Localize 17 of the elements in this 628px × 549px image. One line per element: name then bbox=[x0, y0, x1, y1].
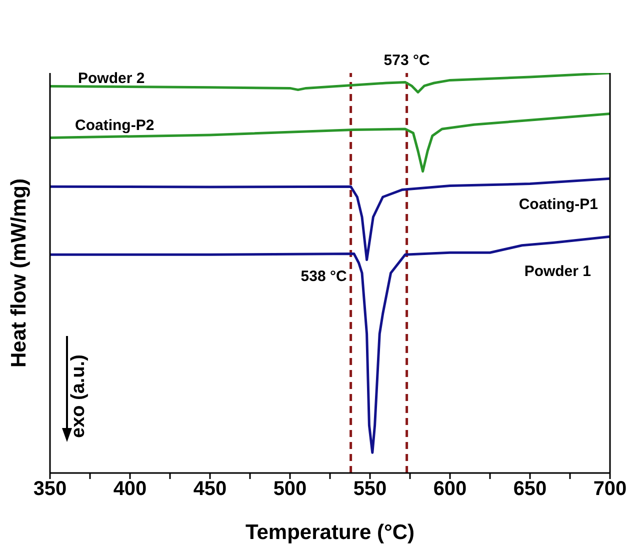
x-tick-label: 600 bbox=[433, 478, 467, 500]
x-tick-label: 350 bbox=[33, 478, 67, 500]
series-label: Coating-P1 bbox=[518, 196, 598, 213]
annotation: exo (a.u.) bbox=[68, 354, 90, 438]
y-axis-title: Heat flow (mW/mg) bbox=[7, 178, 30, 368]
x-tick-label: 700 bbox=[593, 478, 627, 500]
x-tick-label: 550 bbox=[353, 478, 387, 500]
x-tick-label: 650 bbox=[513, 478, 547, 500]
series-label: Powder 1 bbox=[524, 263, 591, 280]
ref-line-label: 573 °C bbox=[384, 52, 430, 69]
x-tick-label: 500 bbox=[273, 478, 307, 500]
ref-line-label: 538 °C bbox=[300, 268, 347, 285]
x-tick-label: 400 bbox=[113, 478, 147, 500]
series-label: Powder 2 bbox=[78, 70, 145, 87]
series-label: Coating-P2 bbox=[75, 117, 154, 134]
x-axis-title: Temperature (°C) bbox=[245, 521, 415, 544]
x-tick-label: 450 bbox=[193, 478, 227, 500]
